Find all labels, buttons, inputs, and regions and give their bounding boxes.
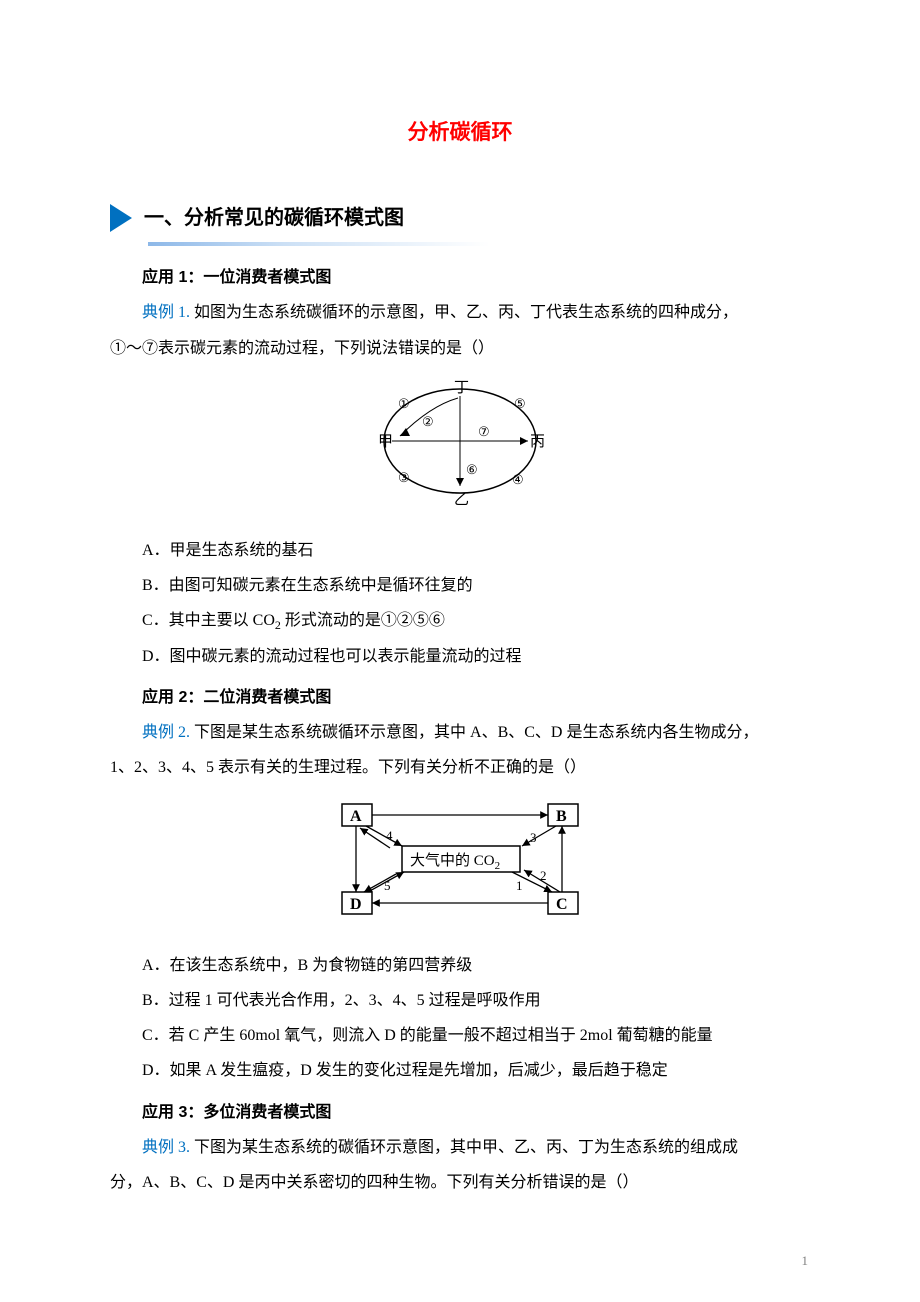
node-right: 丙 — [530, 434, 545, 450]
svg-text:④: ④ — [512, 472, 524, 487]
app1-intro: 典例 1. 如图为生态系统碳循环的示意图，甲、乙、丙、丁代表生态系统的四种成分， — [110, 295, 810, 330]
app2-optB: B．过程 1 可代表光合作用，2、3、4、5 过程是呼吸作用 — [110, 983, 810, 1018]
app3-intro-text: 下图为某生态系统的碳循环示意图，其中甲、乙、丙、丁为生态系统的组成成 — [194, 1139, 738, 1156]
svg-text:C: C — [556, 896, 568, 913]
app2-optA: A．在该生态系统中，B 为食物链的第四营养级 — [110, 948, 810, 983]
svg-text:⑤: ⑤ — [514, 396, 526, 411]
svg-text:③: ③ — [398, 470, 410, 485]
app2-label: 应用 2：二位消费者模式图 — [110, 680, 810, 715]
app3-intro2: 分，A、B、C、D 是丙中关系密切的四种生物。下列有关分析错误的是（） — [110, 1165, 810, 1200]
app3-intro: 典例 3. 下图为某生态系统的碳循环示意图，其中甲、乙、丙、丁为生态系统的组成成 — [110, 1130, 810, 1165]
app1-label: 应用 1：一位消费者模式图 — [110, 260, 810, 295]
svg-text:A: A — [350, 808, 362, 825]
app1-intro2: ①～⑦表示碳元素的流动过程，下列说法错误的是（） — [110, 331, 810, 366]
page-number: 1 — [802, 1247, 809, 1276]
node-bottom: 乙 — [454, 492, 469, 506]
app2-optD: D．如果 A 发生瘟疫，D 发生的变化过程是先增加，后减少，最后趋于稳定 — [110, 1053, 810, 1088]
svg-text:D: D — [350, 896, 362, 913]
svg-text:1: 1 — [516, 878, 523, 893]
example-tag-3: 典例 3. — [142, 1139, 190, 1156]
svg-text:大气中的 CO2: 大气中的 CO2 — [410, 852, 500, 872]
app1-optB: B．由图可知碳元素在生态系统中是循环往复的 — [110, 568, 810, 603]
app2-optC: C．若 C 产生 60mol 氧气，则流入 D 的能量一般不超过相当于 2mol… — [110, 1018, 810, 1053]
node-left: 甲 — [378, 434, 393, 450]
app2-diagram: A B C D 大气中的 CO2 3 4 1 2 — [110, 796, 810, 934]
svg-text:5: 5 — [384, 878, 391, 893]
app2-intro2: 1、2、3、4、5 表示有关的生理过程。下列有关分析不正确的是（） — [110, 750, 810, 785]
section-header: 一、分析常见的碳循环模式图 — [110, 196, 810, 240]
example-tag-1: 典例 1. — [142, 304, 190, 321]
svg-text:②: ② — [422, 414, 434, 429]
app1-diagram: 甲 丁 丙 乙 ① ② ③ ④ ⑤ ⑥ ⑦ — [110, 376, 810, 519]
app2-intro-text: 下图是某生态系统碳循环示意图，其中 A、B、C、D 是生态系统内各生物成分， — [194, 724, 758, 741]
node-top: 丁 — [454, 380, 469, 396]
svg-text:⑥: ⑥ — [466, 462, 478, 477]
svg-text:3: 3 — [530, 830, 537, 845]
svg-text:B: B — [556, 808, 567, 825]
svg-text:⑦: ⑦ — [478, 424, 490, 439]
gradient-underline — [148, 242, 490, 246]
triangle-icon — [110, 204, 132, 232]
section-heading: 一、分析常见的碳循环模式图 — [144, 207, 404, 229]
app1-intro-text: 如图为生态系统碳循环的示意图，甲、乙、丙、丁代表生态系统的四种成分， — [194, 304, 738, 321]
app3-label: 应用 3：多位消费者模式图 — [110, 1095, 810, 1130]
example-tag-2: 典例 2. — [142, 724, 190, 741]
app1-optC: C．其中主要以 CO2 形式流动的是①②⑤⑥ — [110, 603, 810, 639]
app1-optA: A．甲是生态系统的基石 — [110, 533, 810, 568]
svg-text:①: ① — [398, 396, 410, 411]
page-title: 分析碳循环 — [110, 110, 810, 156]
app2-intro: 典例 2. 下图是某生态系统碳循环示意图，其中 A、B、C、D 是生态系统内各生… — [110, 715, 810, 750]
svg-text:2: 2 — [540, 868, 547, 883]
app1-optD: D．图中碳元素的流动过程也可以表示能量流动的过程 — [110, 639, 810, 674]
